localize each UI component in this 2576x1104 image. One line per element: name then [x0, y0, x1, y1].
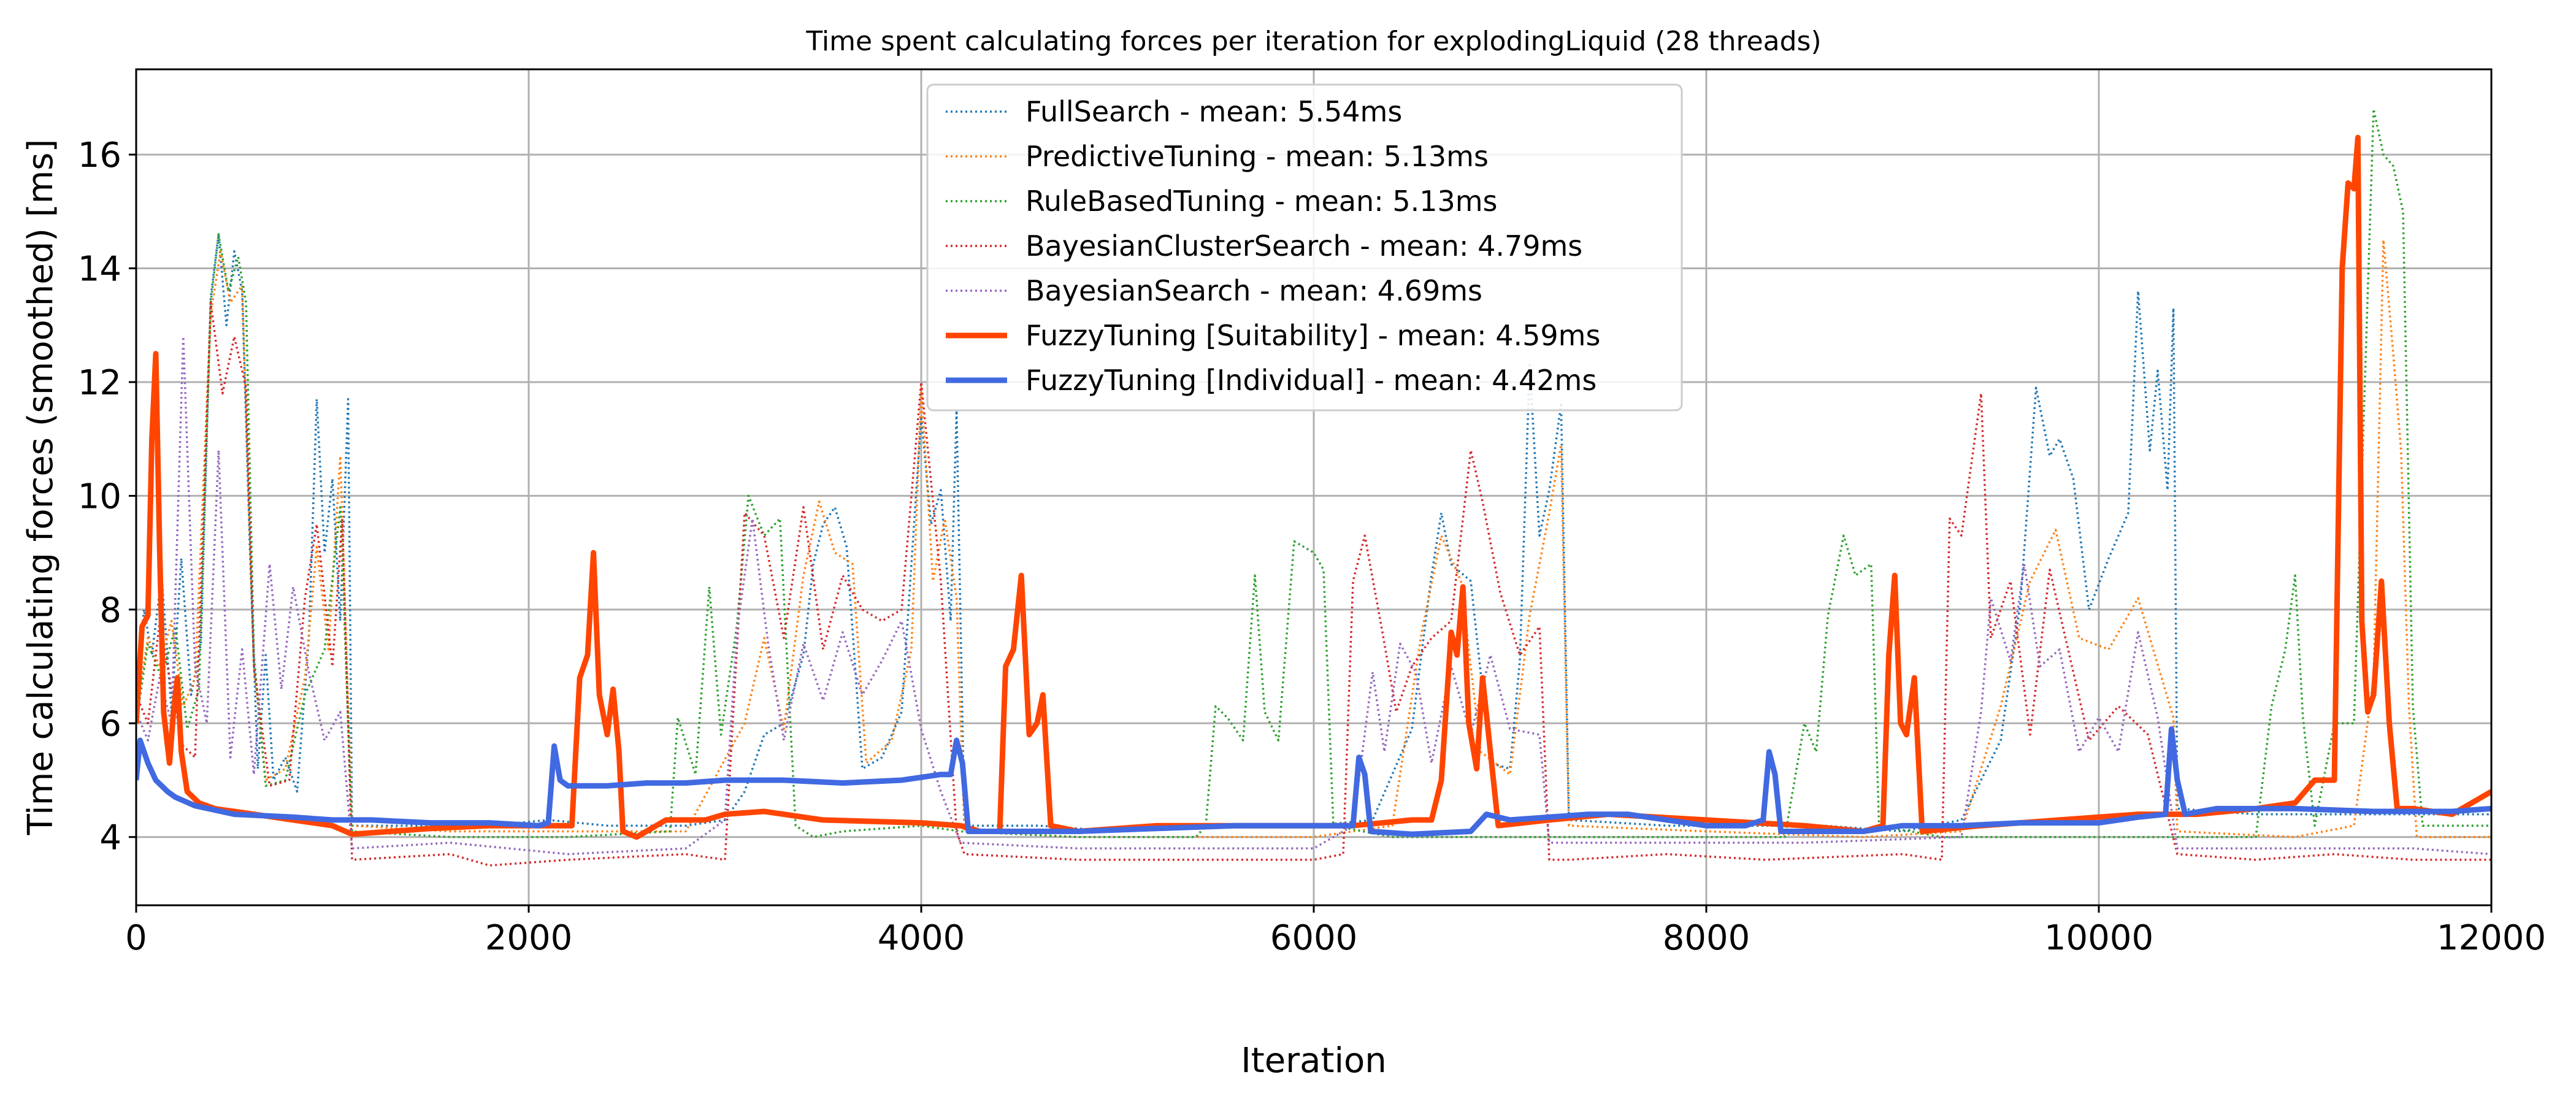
- legend: FullSearch - mean: 5.54ms PredictiveTunin…: [926, 83, 1683, 412]
- axis-ticks: 0 2000 4000 6000 8000 10000 12000 4 6 8 10 12 14 16: [78, 136, 2546, 958]
- x-tick-label: 0: [125, 918, 147, 958]
- y-tick-label: 4: [99, 818, 121, 858]
- y-axis-label: Time calculating forces (smoothed) [ms]: [21, 139, 61, 836]
- legend-label: FuzzyTuning [Suitability] - mean: 4.59ms: [1025, 319, 1600, 352]
- x-axis-label: Iteration: [1241, 1041, 1387, 1081]
- legend-box: [926, 83, 1683, 412]
- legend-label: BayesianClusterSearch - mean: 4.79ms: [1025, 229, 1582, 263]
- legend-label: FullSearch - mean: 5.54ms: [1025, 95, 1402, 128]
- y-tick-label: 6: [99, 704, 121, 744]
- series-line-3: [136, 301, 2491, 867]
- y-tick-label: 10: [78, 477, 121, 516]
- series-line-2: [136, 108, 2491, 838]
- chart-title: Time spent calculating forces per iterat…: [805, 26, 1821, 57]
- series-line-6: [136, 726, 2491, 837]
- legend-label: PredictiveTuning - mean: 5.13ms: [1025, 140, 1489, 173]
- legend-label: FuzzyTuning [Individual] - mean: 4.42ms: [1025, 364, 1597, 397]
- x-tick-label: 8000: [1663, 918, 1750, 958]
- y-tick-label: 12: [78, 363, 121, 403]
- y-tick-label: 14: [78, 250, 121, 289]
- y-tick-label: 8: [99, 591, 121, 631]
- x-tick-label: 6000: [1270, 918, 1358, 958]
- series-line-4: [136, 335, 2491, 856]
- series-line-0: [136, 233, 2491, 833]
- legend-label: RuleBasedTuning - mean: 5.13ms: [1025, 185, 1498, 218]
- x-tick-label: 12000: [2437, 918, 2546, 958]
- y-tick-label: 16: [78, 136, 121, 175]
- x-tick-label: 4000: [878, 918, 965, 958]
- legend-label: BayesianSearch - mean: 4.69ms: [1025, 274, 1482, 307]
- plot-series: [136, 108, 2491, 867]
- series-line-1: [136, 239, 2491, 838]
- x-tick-label: 10000: [2044, 918, 2153, 958]
- x-tick-label: 2000: [485, 918, 573, 958]
